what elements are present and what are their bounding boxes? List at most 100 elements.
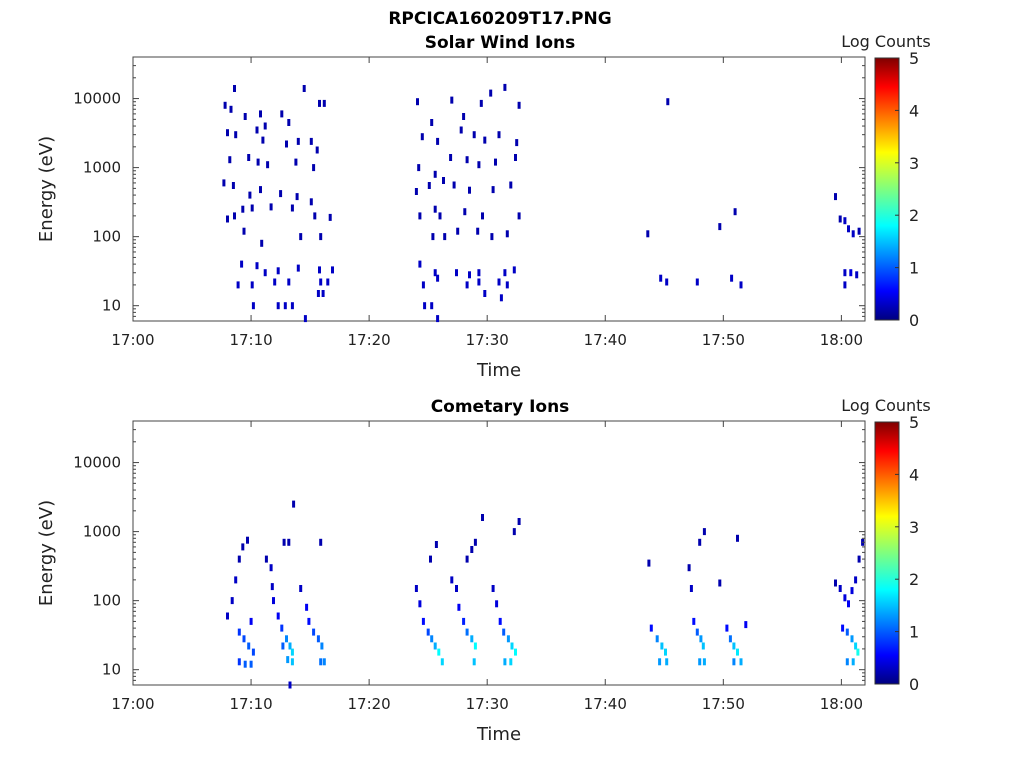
spectrogram-cell [850,587,854,595]
spectrogram-cell [322,99,326,107]
spectrogram-cell [226,612,229,620]
spectrogram-cell [231,182,235,189]
plot-area [132,56,866,322]
spectrogram-cell [315,146,319,154]
spectrogram-cell [296,137,300,145]
spectrogram-cell [698,538,702,546]
spectrogram-cell [851,230,855,238]
x-tick-label: 17:50 [702,331,745,349]
spectrogram-cell [247,154,251,161]
spectrogram-cell [699,635,703,643]
spectrogram-cell [468,186,471,194]
spectrogram-cell [246,536,249,544]
spectrogram-cell [479,99,483,107]
colorbar-ticks: 0 1 2 3 4 5 [895,413,919,694]
spectrogram-cell [240,260,244,268]
spectrogram-cell [491,186,495,194]
spectrogram-cell [285,140,288,148]
x-axis-label: Time [476,724,521,745]
spectrogram-cell [302,85,306,92]
y-tick-label: 10 [102,297,121,315]
y-axis-ticks: 10 100 1000 10000 [73,420,865,686]
spectrogram-cell [470,635,474,643]
spectrogram-cell [305,603,309,611]
spectrogram-cell [465,281,469,289]
spectrogram-cell [255,126,259,134]
spectrogram-cell [222,179,226,187]
spectrogram-cell [279,190,283,198]
spectrogram-cell [730,274,734,282]
spectrogram-cell [732,658,736,666]
spectrogram-cell [318,99,321,107]
spectrogram-cell [433,205,437,213]
colorbar-label: Log Counts [841,396,931,415]
spectrogram-cell [512,266,516,274]
spectrogram-cell [233,85,236,92]
spectrogram-cell [234,131,238,139]
spectrogram-cell [736,648,739,656]
spectrogram-cell [646,230,650,238]
spectrogram-cells [226,500,865,689]
spectrogram-cell [287,278,291,286]
spectrogram-cell [472,658,476,666]
spectrogram-cell [426,628,430,636]
spectrogram-cell [505,230,509,238]
spectrogram-cell [843,269,847,277]
spectrogram-cell [472,131,476,139]
x-tick-label: 17:00 [111,331,154,349]
spectrogram-cell [242,227,246,235]
spectrogram-cell [228,156,232,164]
spectrogram-cell [506,635,510,643]
spectrogram-cell [457,603,461,611]
spectrogram-cell [450,576,454,584]
spectrogram-cell [449,154,453,161]
spectrogram-cell [299,233,303,241]
spectrogram-cell [251,302,255,310]
cometary-ions-panel: Cometary Ions 17:00 17:10 17:20 17:30 17:40 1… [36,396,931,745]
colorbar-tick-label: 1 [909,259,919,278]
spectrogram-cell [459,126,463,134]
spectrogram-cell [430,635,434,643]
spectrogram-cell [263,122,267,130]
spectrogram-cell [250,204,254,212]
spectrogram-cell [242,635,246,643]
spectrogram-cell [281,642,285,650]
spectrogram-cell [744,621,748,629]
spectrogram-cell [512,528,516,536]
spectrogram-cell [287,119,291,126]
spectrogram-cell [417,164,421,172]
spectrogram-cell [695,628,699,636]
spectrogram-cell [414,585,418,592]
spectrogram-cell [692,617,696,625]
spectrogram-cell [465,555,469,563]
spectrogram-cell [514,648,517,656]
spectrogram-cell [294,158,298,166]
spectrogram-cell [296,264,300,272]
colorbar [874,57,900,321]
y-tick-label: 1000 [83,523,121,541]
spectrogram-cell [433,170,437,178]
spectrogram-cell [431,233,435,241]
spectrogram-cell [659,274,663,282]
spectrogram-cell [477,278,481,286]
spectrogram-cell [505,281,509,289]
spectrogram-cell [481,514,484,521]
spectrogram-cell [503,83,507,91]
x-tick-label: 17:50 [702,695,745,713]
y-tick-label: 100 [92,592,121,610]
spectrogram-cell [509,181,513,189]
spectrogram-cell [845,628,849,636]
spectrogram-cell [287,538,291,546]
spectrogram-cell [728,635,732,643]
spectrogram-cell [433,269,437,277]
spectrogram-cell [664,648,667,656]
x-tick-label: 17:10 [229,331,272,349]
spectrogram-cell [318,266,321,274]
spectrogram-cell [243,660,247,668]
x-tick-label: 17:30 [466,331,509,349]
spectrogram-cell [455,269,458,277]
spectrogram-cell [732,642,736,650]
spectrogram-cell [854,642,858,650]
spectrogram-cell [423,302,427,310]
spectrogram-cell [249,660,253,668]
